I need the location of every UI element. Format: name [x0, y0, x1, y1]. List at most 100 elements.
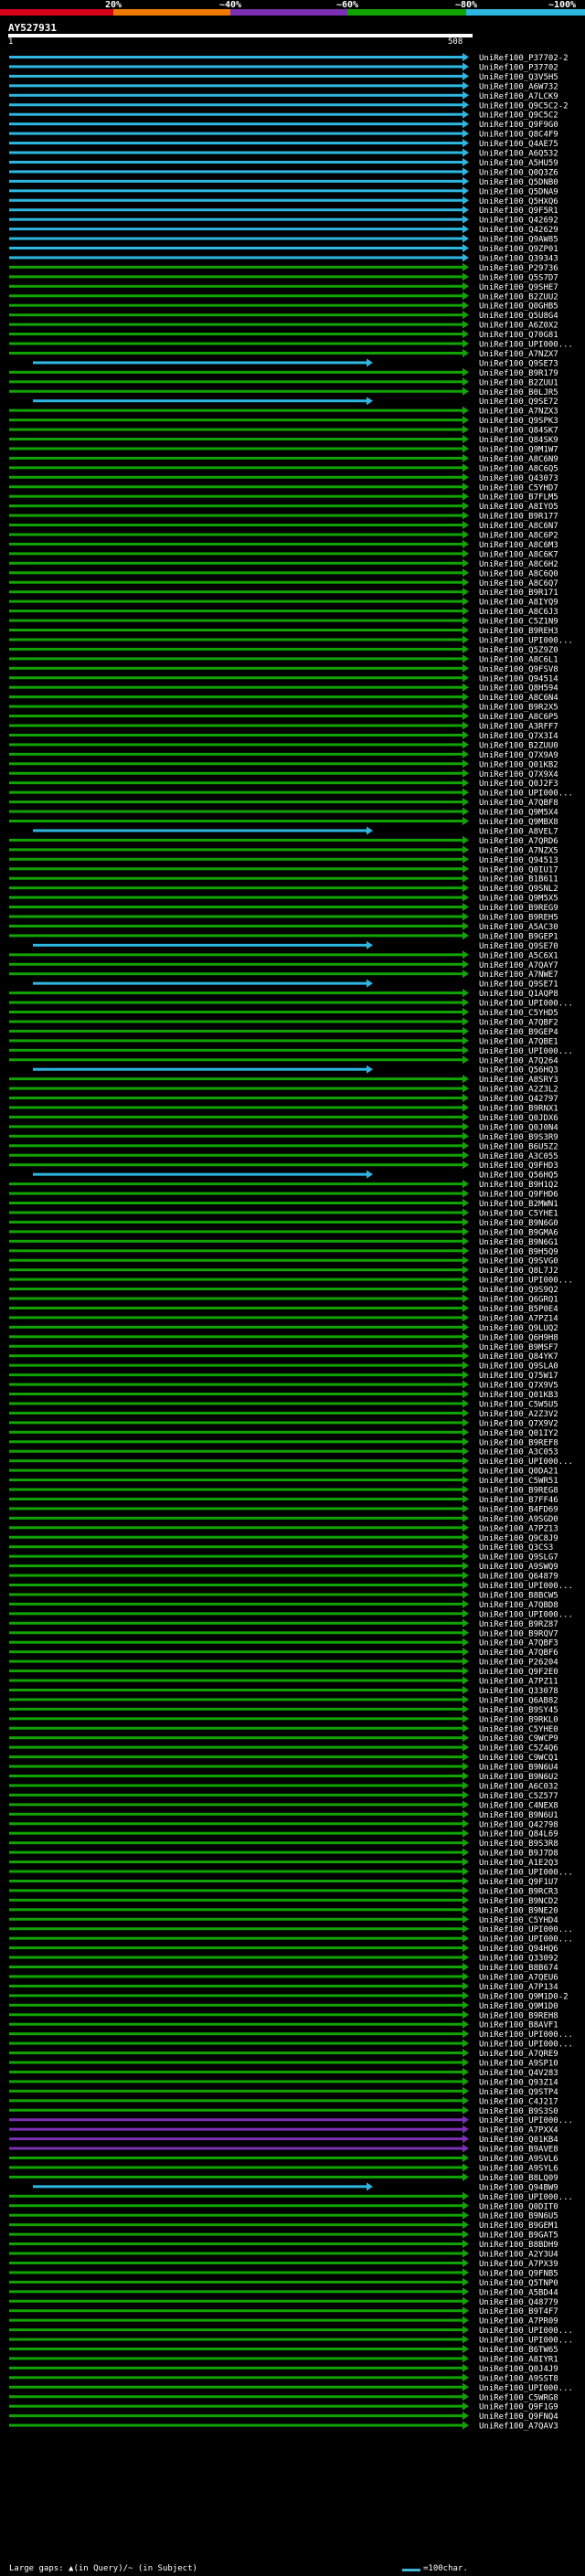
hit-label[interactable]: UniRef100_Q48779	[479, 2298, 558, 2307]
hit-label[interactable]: UniRef100_C5Z1N9	[479, 618, 558, 627]
hit-label[interactable]: UniRef100_A8VEL7	[479, 827, 558, 836]
hit-label[interactable]: UniRef100_Q5U8G4	[479, 312, 558, 321]
hit-label[interactable]: UniRef100_Q9SLG7	[479, 1553, 558, 1563]
hit-row[interactable]: UniRef100_A7NWE7	[9, 970, 558, 980]
hit-row[interactable]: UniRef100_Q0IU17	[9, 864, 558, 875]
hit-bar[interactable]	[9, 580, 463, 584]
hit-bar[interactable]	[9, 906, 463, 909]
hit-row[interactable]: UniRef100_Q3V5H5	[9, 71, 558, 82]
hit-row[interactable]: UniRef100_B9N6U2	[9, 1772, 558, 1782]
hit-bar[interactable]	[9, 1144, 463, 1148]
hit-row[interactable]: UniRef100_A6C032	[9, 1781, 558, 1791]
hit-row[interactable]: UniRef100_B9R171	[9, 588, 558, 598]
hit-bar[interactable]	[9, 1277, 463, 1281]
hit-bar[interactable]	[9, 915, 463, 918]
hit-row[interactable]: UniRef100_B9S3S0	[9, 2105, 558, 2116]
hit-bar[interactable]	[9, 2194, 463, 2198]
hit-row[interactable]: UniRef100_B0LJR5	[9, 387, 558, 398]
hit-label[interactable]: UniRef100_Q4AE75	[479, 140, 558, 149]
hit-label[interactable]: UniRef100_Q94513	[479, 856, 558, 865]
hit-label[interactable]: UniRef100_Q64879	[479, 1573, 558, 1582]
hit-bar[interactable]	[9, 647, 463, 651]
hit-label[interactable]: UniRef100_B2ZUU2	[479, 292, 558, 302]
hit-label[interactable]: UniRef100_A5AC30	[479, 923, 558, 932]
hit-bar[interactable]	[9, 810, 463, 813]
hit-row[interactable]: UniRef100_B9RNX1	[9, 1103, 558, 1114]
hit-bar[interactable]	[9, 838, 463, 842]
hit-row[interactable]: UniRef100_Q9F1U7	[9, 1876, 558, 1887]
hit-row[interactable]: UniRef100_B9REH8	[9, 2010, 558, 2020]
hit-row[interactable]: UniRef100_Q5DNA9	[9, 186, 558, 196]
hit-row[interactable]: UniRef100_A7QEU6	[9, 1972, 558, 1982]
hit-bar[interactable]	[9, 1545, 463, 1549]
hit-label[interactable]: UniRef100_B9GEP1	[479, 932, 558, 941]
hit-bar[interactable]	[9, 74, 463, 78]
hit-bar[interactable]	[9, 256, 463, 260]
hit-bar[interactable]	[9, 84, 463, 88]
hit-bar[interactable]	[9, 1554, 463, 1558]
hit-bar[interactable]	[9, 1316, 463, 1320]
hit-label[interactable]: UniRef100_A8IYO5	[479, 503, 558, 512]
hit-label[interactable]: UniRef100_Q84SK9	[479, 436, 558, 445]
hit-label[interactable]: UniRef100_B7FF46	[479, 1496, 558, 1505]
hit-bar[interactable]	[9, 1039, 463, 1043]
hit-row[interactable]: UniRef100_Q5Z9Z0	[9, 644, 558, 655]
hit-bar[interactable]	[9, 1898, 463, 1902]
hit-label[interactable]: UniRef100_Q1AQP8	[479, 990, 558, 999]
hit-bar[interactable]	[9, 1335, 463, 1339]
hit-row[interactable]: UniRef100_A7NZX3	[9, 406, 558, 417]
hit-label[interactable]: UniRef100_Q9ZP01	[479, 245, 558, 254]
hit-label[interactable]: UniRef100_A7PX39	[479, 2260, 558, 2269]
hit-label[interactable]: UniRef100_C5Z577	[479, 1792, 558, 1801]
hit-label[interactable]: UniRef100_A7NWE7	[479, 970, 558, 980]
hit-bar[interactable]	[9, 1850, 463, 1854]
hit-label[interactable]: UniRef100_UPI000...	[479, 2384, 573, 2393]
hit-bar[interactable]	[9, 1717, 463, 1721]
hit-bar[interactable]	[9, 1297, 463, 1300]
hit-label[interactable]: UniRef100_A8C6K7	[479, 550, 558, 559]
hit-bar[interactable]	[9, 408, 463, 412]
hit-bar[interactable]	[9, 1268, 463, 1272]
hit-bar[interactable]	[9, 142, 463, 145]
hit-bar[interactable]	[9, 456, 463, 460]
hit-row[interactable]: UniRef100_Q0Q3Z6	[9, 167, 558, 177]
hit-bar[interactable]	[9, 1535, 463, 1539]
hit-label[interactable]: UniRef100_B9REG8	[479, 1487, 558, 1496]
hit-bar[interactable]	[9, 1325, 463, 1329]
hit-label[interactable]: UniRef100_Q9SHE7	[479, 283, 558, 292]
hit-row[interactable]: UniRef100_C5YHD5	[9, 1008, 558, 1018]
hit-bar[interactable]	[9, 2404, 463, 2408]
hit-bar[interactable]	[9, 1640, 463, 1644]
hit-row[interactable]: UniRef100_Q6AB82	[9, 1695, 558, 1705]
hit-bar[interactable]	[9, 2157, 463, 2159]
hit-label[interactable]: UniRef100_Q9F1G9	[479, 2403, 558, 2412]
hit-bar[interactable]	[9, 2309, 463, 2313]
hit-row[interactable]: UniRef100_Q9M5X4	[9, 807, 558, 818]
hit-bar[interactable]	[9, 1803, 463, 1807]
hit-label[interactable]: UniRef100_A9SVL6	[479, 2155, 558, 2164]
hit-label[interactable]: UniRef100_Q4V283	[479, 2069, 558, 2078]
hit-label[interactable]: UniRef100_Q9AW85	[479, 236, 558, 245]
hit-row[interactable]: UniRef100_A7QRE9	[9, 2049, 558, 2059]
hit-row[interactable]: UniRef100_B9N6U1	[9, 1809, 558, 1820]
hit-bar[interactable]	[9, 198, 463, 202]
hit-label[interactable]: UniRef100_Q56HQ5	[479, 1171, 558, 1181]
hit-bar[interactable]	[9, 715, 463, 718]
hit-bar[interactable]	[33, 1067, 367, 1071]
hit-row[interactable]: UniRef100_C5Z1N9	[9, 616, 558, 627]
hit-bar[interactable]	[9, 2299, 463, 2303]
hit-bar[interactable]	[9, 705, 463, 708]
hit-label[interactable]: UniRef100_Q9M5X4	[479, 809, 558, 818]
hit-label[interactable]: UniRef100_UPI000...	[479, 1925, 573, 1935]
hit-bar[interactable]	[9, 1468, 463, 1472]
hit-bar[interactable]	[9, 2290, 463, 2294]
hit-row[interactable]: UniRef100_A7LCK9	[9, 90, 558, 101]
hit-bar[interactable]	[9, 1516, 463, 1520]
hit-row[interactable]: UniRef100_Q4V283	[9, 2067, 558, 2078]
hit-label[interactable]: UniRef100_B7FLM5	[479, 493, 558, 503]
hit-row[interactable]: UniRef100_Q8L7J2	[9, 1266, 558, 1276]
hit-bar[interactable]	[9, 972, 463, 976]
hit-label[interactable]: UniRef100_A7NZX5	[479, 846, 558, 855]
hit-row[interactable]: UniRef100_B9RZ87	[9, 1618, 558, 1629]
hit-label[interactable]: UniRef100_Q9FNQ4	[479, 2412, 558, 2422]
